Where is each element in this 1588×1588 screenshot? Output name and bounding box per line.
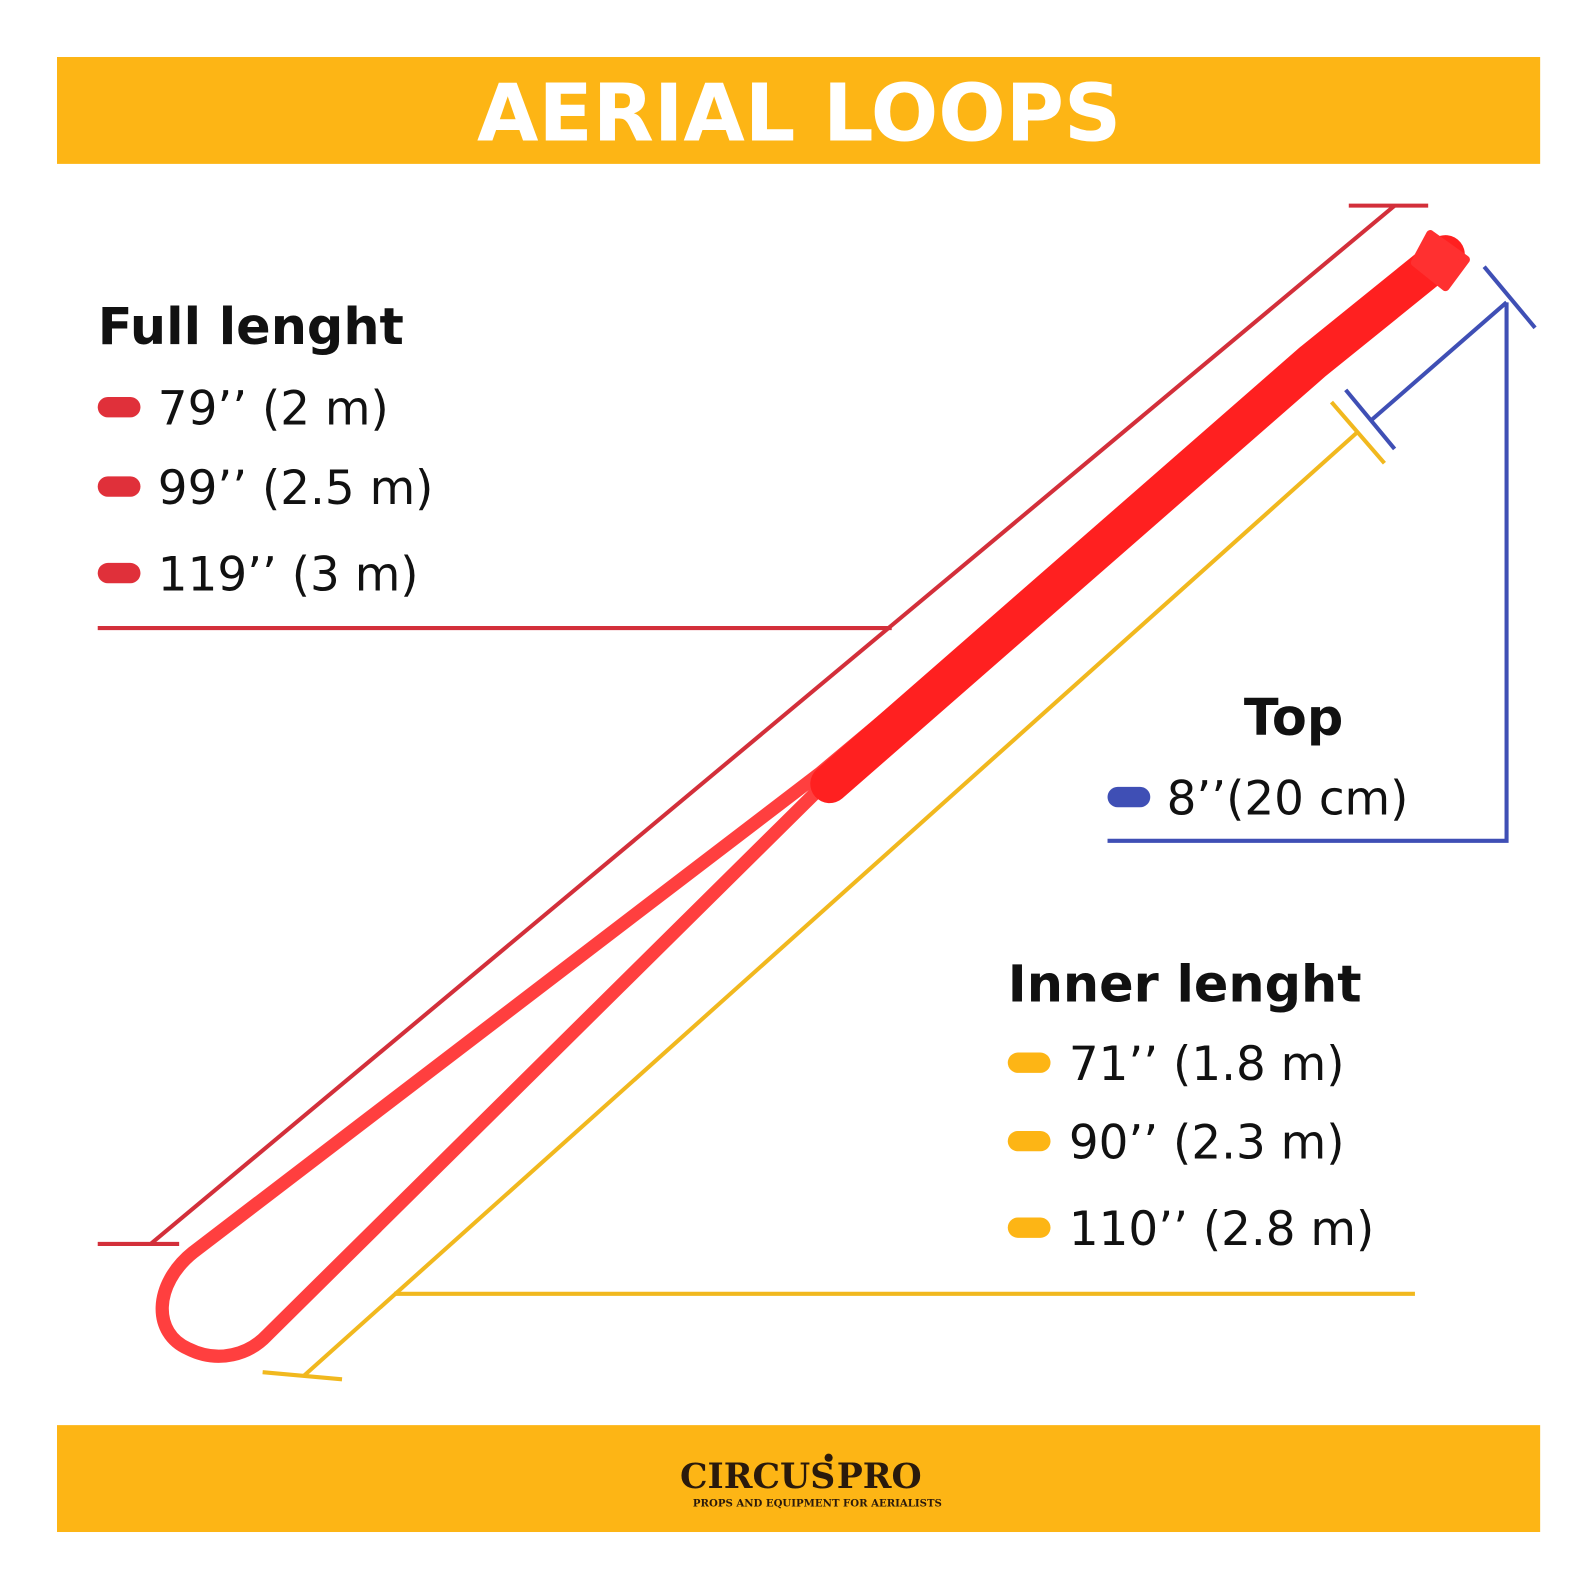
full-length-title: Full lenght xyxy=(98,298,404,357)
footer-banner xyxy=(57,1425,1541,1533)
size-option: 110’’ (2.8 m) xyxy=(1069,1203,1374,1257)
size-option: 71’’ (1.8 m) xyxy=(1069,1038,1345,1092)
header-banner xyxy=(57,57,1541,164)
brand-right: PRO xyxy=(837,1457,922,1497)
top-dimension xyxy=(1107,265,1537,843)
size-option: 90’’ (2.3 m) xyxy=(1069,1116,1345,1170)
bullet-pill xyxy=(1007,1052,1051,1073)
brand-left: CIRCUS xyxy=(680,1457,835,1497)
bullet-pill xyxy=(1107,786,1151,808)
page-title: AERIAL LOOPS xyxy=(477,66,1121,159)
full-length-dimension xyxy=(97,203,1429,1246)
loop-strap xyxy=(155,237,1458,1363)
bullet-pill xyxy=(97,397,141,418)
bullet-pill xyxy=(97,476,141,497)
bullet-pill xyxy=(1007,1217,1051,1238)
loop-illustration xyxy=(155,230,1470,1363)
labels: Full lenght Top Inner lenght xyxy=(98,298,1362,1015)
loop-end xyxy=(1410,230,1470,292)
brand-tagline: PROPS AND EQUIPMENT FOR AERIALISTS xyxy=(693,1498,942,1510)
size-option: 99’’ (2.5 m) xyxy=(158,462,434,516)
inner-length-dimension xyxy=(262,400,1415,1382)
inner-length-title: Inner lenght xyxy=(1008,956,1362,1015)
logo-figure xyxy=(824,1453,833,1462)
loop-sewn-section xyxy=(810,235,1465,804)
size-option: 119’’ (3 m) xyxy=(158,548,419,602)
size-option: 8’’(20 cm) xyxy=(1167,772,1409,826)
size-option: 79’’ (2 m) xyxy=(158,382,389,436)
top-title: Top xyxy=(1244,689,1343,748)
bullet-pill xyxy=(1007,1130,1051,1152)
bullet-pill xyxy=(97,562,141,584)
